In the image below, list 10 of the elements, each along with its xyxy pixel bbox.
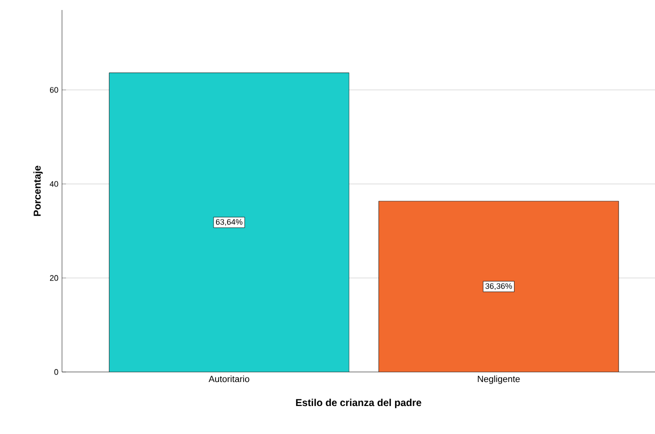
- y-tick-label: 40: [50, 181, 58, 187]
- data-label: 63,64%: [216, 219, 242, 226]
- x-tick-label: Negligente: [478, 376, 520, 384]
- y-axis-title: Porcentaje: [33, 166, 43, 216]
- x-axis-title: Estilo de crianza del padre: [296, 398, 422, 408]
- y-tick-label: 60: [50, 87, 58, 93]
- y-tick-label: 20: [50, 275, 58, 281]
- y-tick-label: 0: [54, 369, 58, 375]
- x-tick-label: Autoritario: [208, 376, 250, 382]
- data-label: 36,36%: [485, 283, 512, 290]
